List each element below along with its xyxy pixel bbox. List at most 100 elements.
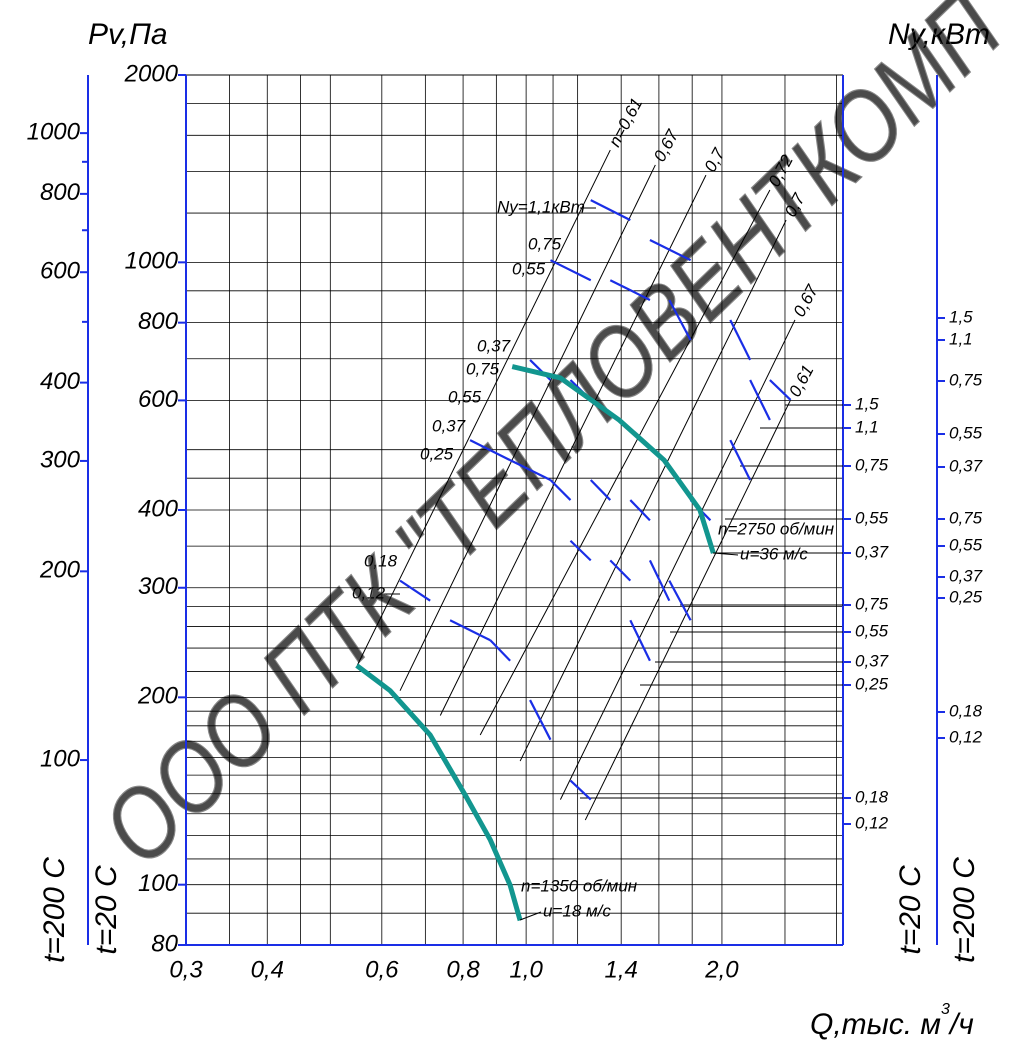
fan-curve — [511, 364, 716, 554]
ny-tick-label: 0,12 — [949, 727, 983, 746]
right-axis-label: t=200 C — [948, 857, 981, 963]
power-dash — [609, 559, 632, 582]
y-tick-label: 600 — [138, 386, 179, 413]
ny-tick-label: 0,75 — [855, 455, 889, 474]
ny-tick-label: 0,75 — [949, 370, 983, 389]
x-axis-title-main: Q,тыс. м — [810, 1008, 941, 1041]
y-tick-label: 300 — [138, 573, 179, 600]
curve-name: n=2750 об/мин — [718, 519, 835, 538]
x-tick-label: 0,8 — [446, 956, 480, 983]
x-tick-label: 0,6 — [365, 956, 399, 983]
y-tick-label: 80 — [151, 930, 178, 957]
efficiency-line — [399, 164, 656, 691]
ny-tick-label: 0,37 — [949, 456, 983, 475]
x-axis-title-tail: /ч — [948, 1008, 974, 1041]
power-dash — [668, 580, 692, 621]
ny-tick-label: 1,1 — [855, 417, 879, 436]
power-dash — [769, 379, 792, 401]
x-axis-title: Q,тыс. м3/ч — [810, 1001, 974, 1041]
power-dash — [729, 319, 752, 361]
power-label: Ny=1,1кВт — [497, 197, 585, 216]
outer-tick-label: 100 — [40, 745, 81, 772]
power-dash — [569, 779, 592, 801]
efficiency-label: 0,67 — [650, 126, 683, 165]
outer-tick-label: 600 — [40, 258, 81, 285]
outer-tick-label: 300 — [40, 446, 81, 473]
ny-tick-label: 0,37 — [855, 542, 889, 561]
power-dash — [469, 439, 511, 462]
ny-tick-label: 0,18 — [949, 701, 983, 720]
power-label: 0,18 — [364, 551, 398, 570]
efficiency-line — [356, 149, 611, 666]
y-tick-label: 2000 — [124, 60, 179, 87]
ny-tick-label: 0,55 — [855, 621, 889, 640]
power-label: 0,55 — [512, 259, 546, 278]
ny-tick-label: 0,37 — [949, 566, 983, 585]
power-dash — [648, 559, 671, 602]
x-axis-title-exp: 3 — [941, 1001, 950, 1018]
y-tick-label: 1000 — [125, 248, 179, 275]
curve-leader — [712, 552, 739, 556]
power-label: 0,12 — [352, 583, 386, 602]
ny-tick-label: 1,1 — [949, 329, 973, 348]
power-dash — [649, 239, 692, 262]
efficiency-line — [479, 189, 771, 736]
power-dash — [590, 199, 631, 222]
efficiency-label: 0,7 — [701, 145, 729, 175]
right-axis-label: t=20 C — [894, 865, 927, 955]
power-dash — [569, 539, 592, 562]
efficiency-label: 0,61 — [785, 362, 817, 400]
ny-tick-label: 0,25 — [855, 674, 889, 693]
y-tick-label: 800 — [138, 308, 179, 335]
power-label: 0,75 — [528, 234, 562, 253]
ny-tick-label: 1,5 — [855, 394, 879, 413]
outer-tick-label: 800 — [40, 179, 81, 206]
power-dash — [589, 479, 612, 501]
efficiency-line — [584, 399, 792, 821]
ny-tick-label: 0,75 — [949, 508, 983, 527]
fan-curve — [355, 663, 523, 922]
power-label: 0,37 — [432, 416, 466, 435]
power-label: 0,25 — [420, 444, 454, 463]
x-tick-label: 1,4 — [604, 956, 637, 983]
inner-axis-label: t=20 C — [90, 865, 123, 955]
efficiency-line — [559, 319, 796, 800]
ny-tick-label: 0,37 — [855, 651, 889, 670]
power-label: 0,75 — [466, 359, 500, 378]
efficiency-line — [519, 219, 787, 762]
efficiency-label: 0,67 — [790, 281, 823, 320]
curve-name: n=1350 об/мин — [521, 876, 638, 895]
outer-tick-label: 200 — [39, 557, 81, 584]
ny-tick-label: 0,25 — [949, 587, 983, 606]
ny-tick-label: 0,12 — [855, 813, 889, 832]
efficiency-line — [439, 174, 707, 716]
ny-tick-label: 1,5 — [949, 307, 973, 326]
y2-axis-title: Ny,кВт — [888, 18, 990, 51]
y-tick-label: 200 — [137, 683, 179, 710]
curve-speed: u=36 м/с — [740, 544, 808, 563]
watermark: ООО ПТК "ТЕПЛОВЕНТКОМП — [81, 0, 1010, 886]
ny-tick-label: 0,75 — [855, 594, 889, 613]
outer-tick-label: 400 — [40, 368, 81, 395]
ny-tick-label: 0,55 — [855, 508, 889, 527]
y-tick-label: 100 — [138, 870, 179, 897]
power-dash — [549, 479, 572, 501]
power-dash — [399, 579, 431, 602]
power-dash — [668, 299, 692, 341]
power-dash — [629, 499, 651, 522]
curve-leader — [519, 911, 542, 921]
power-dash — [489, 639, 511, 662]
outer-tick-label: 1000 — [27, 118, 81, 145]
ny-tick-label: 0,55 — [949, 423, 983, 442]
ny-tick-label: 0,18 — [855, 787, 889, 806]
x-tick-label: 2,0 — [704, 956, 739, 983]
x-tick-label: 0,4 — [251, 956, 284, 983]
power-dash — [729, 439, 752, 481]
y-tick-label: 400 — [138, 495, 179, 522]
power-label: 0,37 — [477, 336, 511, 355]
power-label: 0,55 — [448, 387, 482, 406]
power-dash — [449, 619, 491, 642]
ny-tick-label: 0,55 — [949, 535, 983, 554]
power-dash — [509, 459, 551, 481]
